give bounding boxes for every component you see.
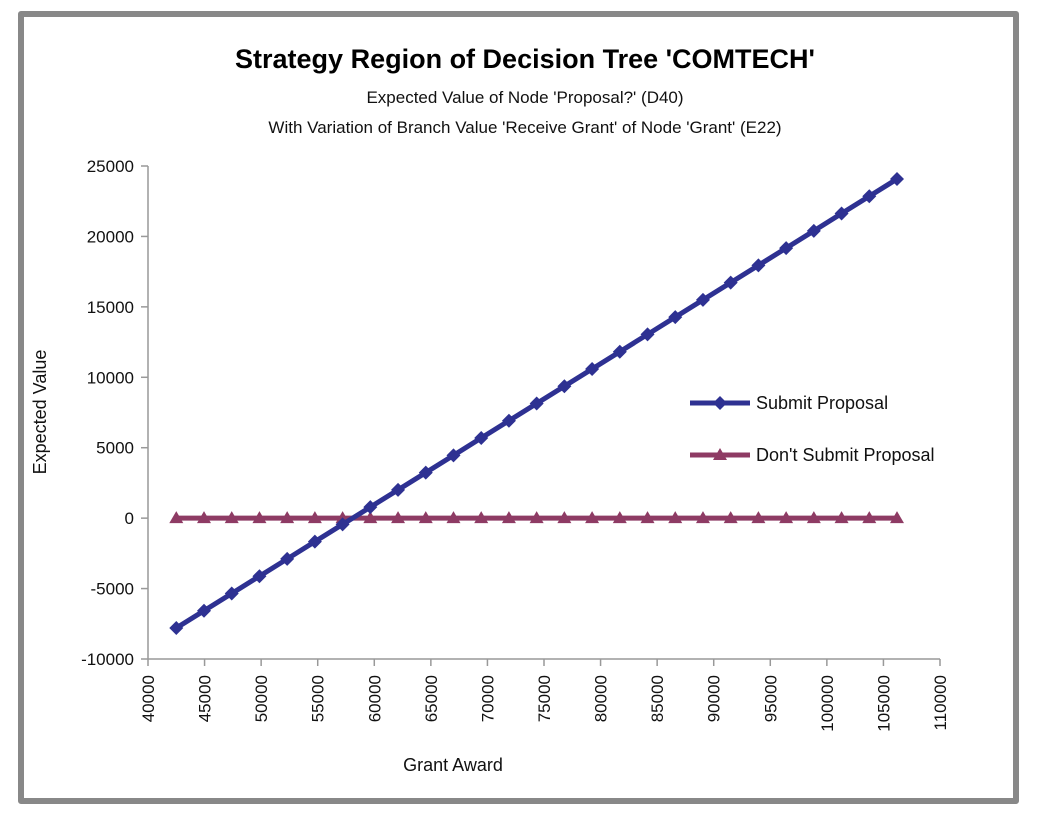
data-point-submit-proposal [335, 517, 350, 532]
data-point-dont-submit-proposal [252, 511, 267, 524]
legend-label-submit-proposal: Submit Proposal [756, 393, 888, 413]
data-point-submit-proposal [779, 241, 794, 256]
x-tick-label: 105000 [874, 675, 893, 732]
y-tick-label: 5000 [96, 439, 134, 458]
data-point-submit-proposal [806, 223, 821, 238]
data-point-submit-proposal [668, 310, 683, 325]
data-point-submit-proposal [446, 448, 461, 463]
y-tick-label: 10000 [87, 368, 134, 387]
data-point-dont-submit-proposal [640, 511, 655, 524]
data-point-submit-proposal [307, 534, 322, 549]
chart-frame [18, 11, 1019, 804]
x-tick-label: 95000 [761, 675, 780, 722]
data-point-dont-submit-proposal [307, 511, 322, 524]
data-point-dont-submit-proposal [197, 511, 212, 524]
x-tick-label: 100000 [818, 675, 837, 732]
data-point-submit-proposal [224, 586, 239, 601]
data-point-submit-proposal [834, 206, 849, 221]
data-point-submit-proposal [695, 292, 710, 307]
data-point-dont-submit-proposal [751, 511, 766, 524]
x-tick-label: 60000 [365, 675, 384, 722]
data-point-dont-submit-proposal [668, 511, 683, 524]
data-point-submit-proposal [474, 431, 489, 446]
data-point-submit-proposal [501, 413, 516, 428]
legend-marker-dont-submit-proposal [713, 448, 727, 460]
data-point-dont-submit-proposal [890, 511, 905, 524]
x-tick-label: 110000 [931, 675, 950, 730]
y-tick-label: 25000 [87, 157, 134, 176]
data-point-dont-submit-proposal [779, 511, 794, 524]
legend-label-dont-submit-proposal: Don't Submit Proposal [756, 445, 935, 465]
data-point-dont-submit-proposal [280, 511, 295, 524]
y-tick-label: 20000 [87, 227, 134, 246]
data-point-dont-submit-proposal [529, 511, 544, 524]
y-tick-label: 0 [125, 509, 134, 528]
y-tick-label: 15000 [87, 298, 134, 317]
x-tick-label: 50000 [252, 675, 271, 722]
x-tick-label: 75000 [535, 675, 554, 722]
data-point-submit-proposal [612, 344, 627, 359]
x-tick-label: 70000 [478, 675, 497, 722]
x-tick-label: 65000 [422, 675, 441, 722]
data-point-dont-submit-proposal [557, 511, 572, 524]
data-point-dont-submit-proposal [391, 511, 406, 524]
data-point-dont-submit-proposal [806, 511, 821, 524]
y-tick-label: -10000 [81, 650, 134, 669]
data-point-dont-submit-proposal [695, 511, 710, 524]
data-point-submit-proposal [252, 569, 267, 584]
data-point-submit-proposal [529, 396, 544, 411]
data-point-dont-submit-proposal [723, 511, 738, 524]
data-point-submit-proposal [723, 275, 738, 290]
x-tick-label: 80000 [592, 675, 611, 722]
data-point-submit-proposal [391, 482, 406, 497]
data-point-submit-proposal [280, 551, 295, 566]
chart-title: Strategy Region of Decision Tree 'COMTEC… [235, 44, 815, 74]
data-point-dont-submit-proposal [834, 511, 849, 524]
data-point-dont-submit-proposal [169, 511, 184, 524]
data-point-submit-proposal [751, 258, 766, 273]
y-axis-label: Expected Value [30, 350, 50, 475]
y-tick-label: -5000 [91, 580, 134, 599]
data-point-submit-proposal [169, 621, 184, 636]
data-point-dont-submit-proposal [585, 511, 600, 524]
data-point-dont-submit-proposal [862, 511, 877, 524]
chart-subtitle-2: With Variation of Branch Value 'Receive … [268, 118, 781, 137]
x-tick-label: 85000 [648, 675, 667, 722]
data-point-submit-proposal [418, 465, 433, 480]
data-point-dont-submit-proposal [446, 511, 461, 524]
chart-subtitle-1: Expected Value of Node 'Proposal?' (D40) [366, 88, 683, 107]
data-point-submit-proposal [363, 500, 378, 515]
data-point-submit-proposal [890, 172, 905, 187]
data-point-dont-submit-proposal [474, 511, 489, 524]
data-point-dont-submit-proposal [224, 511, 239, 524]
x-tick-label: 45000 [196, 675, 215, 722]
data-point-dont-submit-proposal [501, 511, 516, 524]
x-tick-label: 55000 [309, 675, 328, 722]
data-point-submit-proposal [862, 189, 877, 204]
data-point-submit-proposal [640, 327, 655, 342]
data-point-submit-proposal [197, 603, 212, 618]
x-axis-label: Grant Award [403, 755, 503, 775]
data-point-dont-submit-proposal [612, 511, 627, 524]
x-tick-label: 40000 [139, 675, 158, 722]
data-point-dont-submit-proposal [418, 511, 433, 524]
data-point-submit-proposal [585, 361, 600, 376]
data-point-dont-submit-proposal [363, 511, 378, 524]
legend-marker-submit-proposal [713, 396, 727, 410]
x-tick-label: 90000 [705, 675, 724, 722]
data-point-submit-proposal [557, 379, 572, 394]
